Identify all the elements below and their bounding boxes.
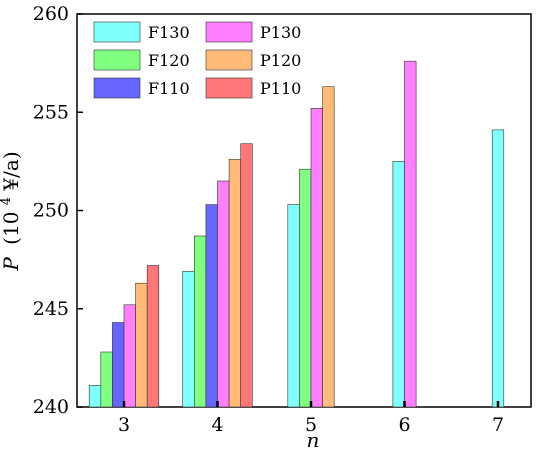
y-axis-unit-sup: 4 xyxy=(0,197,14,205)
x-tick-label: 4 xyxy=(211,414,223,436)
legend-swatch-p120 xyxy=(205,49,253,71)
legend-swatch-f130 xyxy=(93,21,141,43)
y-axis-unit-pre: (10 xyxy=(0,212,23,245)
bar-p110-n4 xyxy=(240,143,253,408)
bar-f130-n4 xyxy=(182,271,195,408)
y-axis-variable: P xyxy=(0,257,23,272)
bar-p120-n3 xyxy=(135,282,148,408)
bar-f130-n3 xyxy=(88,385,102,408)
bar-p120-n4 xyxy=(228,159,242,408)
y-tick-label: 260 xyxy=(33,3,69,25)
bar-f120-n3 xyxy=(100,351,113,408)
bar-p130-n5 xyxy=(310,108,323,408)
legend-label-p130: P130 xyxy=(260,23,301,42)
bar-f120-n5 xyxy=(299,168,312,408)
x-tick-label: 3 xyxy=(118,414,130,436)
legend-swatch-p130 xyxy=(205,21,253,43)
y-tick-label: 250 xyxy=(33,200,69,222)
legend-label-p120: P120 xyxy=(260,51,301,70)
legend-label-f120: F120 xyxy=(148,51,190,70)
x-tick-label: 7 xyxy=(492,414,504,436)
x-axis-title: n xyxy=(307,428,320,452)
axes-group: 240 245 250 255 260 3 4 5 6 7 xyxy=(33,3,504,436)
bar-p130-n6 xyxy=(404,60,417,408)
legend-swatch-p110 xyxy=(205,77,253,99)
legend-swatch-f120 xyxy=(93,49,141,71)
y-axis-unit-post: ¥/a) xyxy=(0,151,23,191)
y-axis-title: P (10 4 ¥/a) xyxy=(0,151,23,271)
y-tick-label: 245 xyxy=(33,298,69,320)
bars-group xyxy=(88,60,505,408)
legend-label-f110: F110 xyxy=(148,79,190,98)
legend-label-p110: P110 xyxy=(260,79,301,98)
bar-p120-n5 xyxy=(322,86,335,408)
bar-p130-n3 xyxy=(123,304,136,408)
bar-f130-n6 xyxy=(392,161,405,408)
bar-p110-n3 xyxy=(146,265,160,408)
bar-f130-n7 xyxy=(491,129,505,408)
y-tick-label: 255 xyxy=(33,101,69,123)
legend-label-f130: F130 xyxy=(148,23,190,42)
bar-f130-n5 xyxy=(287,204,300,408)
legend-swatch-f110 xyxy=(93,77,141,99)
x-tick-label: 5 xyxy=(305,414,317,436)
bar-f110-n4 xyxy=(205,204,218,408)
bar-f120-n4 xyxy=(194,235,207,408)
x-tick-label: 6 xyxy=(398,414,410,436)
bar-f110-n3 xyxy=(112,322,125,408)
y-tick-label: 240 xyxy=(33,396,69,418)
legend: F130 F120 F110 P130 P120 P110 xyxy=(93,21,301,99)
bar-p130-n4 xyxy=(217,180,230,408)
